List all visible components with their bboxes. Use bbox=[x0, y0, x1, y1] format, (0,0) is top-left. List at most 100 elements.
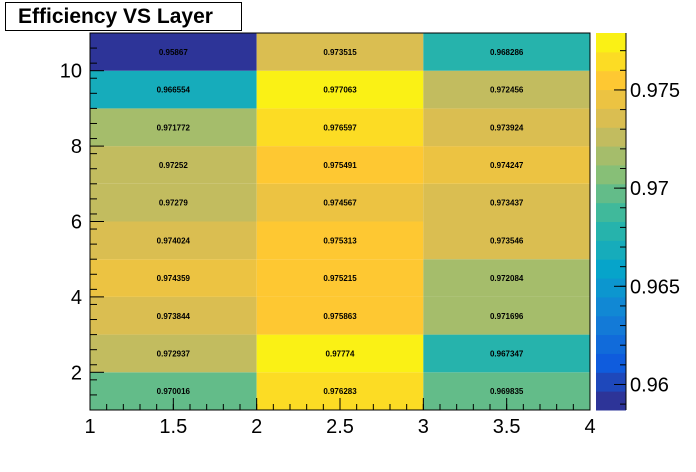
color-bar-segment bbox=[596, 221, 626, 241]
heatmap-cell bbox=[256, 146, 424, 184]
heatmap-cell bbox=[423, 334, 590, 373]
cell-label: 0.975491 bbox=[323, 161, 357, 170]
x-tick-label: 1 bbox=[84, 416, 95, 438]
y-tick-label: 4 bbox=[71, 287, 82, 309]
heatmap-cells bbox=[90, 33, 590, 410]
heatmap-cell bbox=[90, 108, 257, 147]
cell-label: 0.973546 bbox=[490, 236, 524, 245]
cell-label: 0.971696 bbox=[490, 312, 524, 321]
heatmap-cell bbox=[256, 33, 424, 71]
x-tick-label: 2 bbox=[251, 416, 262, 438]
cell-label: 0.97774 bbox=[326, 349, 355, 358]
cell-label: 0.967347 bbox=[490, 349, 524, 358]
cell-label: 0.976283 bbox=[323, 387, 357, 396]
heatmap-cell bbox=[423, 221, 590, 260]
cell-label: 0.95867 bbox=[159, 48, 188, 57]
heatmap-cell bbox=[90, 259, 257, 297]
color-bar-segment bbox=[596, 202, 626, 222]
x-tick-label: 3.5 bbox=[493, 416, 521, 438]
color-bar-segment bbox=[596, 33, 626, 53]
heatmap-cell bbox=[256, 221, 424, 260]
x-axis: 1 1.5 2 2.5 3 3.5 4 bbox=[84, 398, 596, 438]
color-bar-segment bbox=[596, 183, 626, 204]
x-tick-label: 1.5 bbox=[159, 416, 187, 438]
cell-label: 0.975313 bbox=[323, 236, 357, 245]
cell-label: 0.974024 bbox=[157, 236, 191, 245]
color-bar-tick-label: 0.96 bbox=[630, 374, 669, 396]
heatmap-cell bbox=[90, 334, 257, 373]
heatmap-cell bbox=[256, 296, 424, 335]
heatmap-cell bbox=[423, 183, 590, 222]
color-bar-segment bbox=[596, 334, 626, 354]
heatmap-cell bbox=[256, 259, 424, 297]
heatmap-cell bbox=[423, 108, 590, 147]
color-bar: 0.96 0.965 0.97 0.975 bbox=[596, 33, 680, 411]
x-tick-label: 2.5 bbox=[326, 416, 354, 438]
color-bar-segment bbox=[596, 315, 626, 336]
heatmap-cell bbox=[256, 108, 424, 147]
cell-label: 0.975215 bbox=[323, 274, 357, 283]
y-axis: 2 4 6 8 10 bbox=[60, 32, 104, 411]
heatmap-cell bbox=[423, 296, 590, 335]
cell-label: 0.971772 bbox=[157, 123, 191, 132]
cell-label: 0.970016 bbox=[157, 387, 191, 396]
color-bar-segment bbox=[596, 278, 626, 298]
cell-label: 0.973515 bbox=[323, 48, 357, 57]
y-tick-label: 2 bbox=[71, 362, 82, 384]
color-bar-segment bbox=[596, 89, 626, 109]
color-bar-segment bbox=[596, 296, 626, 317]
cell-labels: 0.970016 0.976283 0.969835 0.972937 0.97774 0… bbox=[157, 48, 524, 396]
cell-label: 0.97279 bbox=[159, 199, 188, 208]
cell-label: 0.976597 bbox=[323, 123, 357, 132]
cell-label: 0.977063 bbox=[323, 86, 357, 95]
color-bar-segment bbox=[596, 240, 626, 260]
color-bar-segment bbox=[596, 127, 626, 147]
x-tick-label: 4 bbox=[584, 416, 595, 438]
cell-label: 0.968286 bbox=[490, 48, 524, 57]
heatmap-cell bbox=[90, 221, 257, 260]
color-bar-segment bbox=[596, 70, 626, 91]
x-tick-label: 3 bbox=[418, 416, 429, 438]
cell-label: 0.974567 bbox=[323, 199, 357, 208]
cell-label: 0.972937 bbox=[157, 349, 191, 358]
y-tick-label: 6 bbox=[71, 212, 82, 234]
cell-label: 0.972456 bbox=[490, 86, 524, 95]
heatmap-cell bbox=[423, 70, 590, 109]
heatmap-cell bbox=[423, 259, 590, 297]
heatmap-cell bbox=[90, 183, 257, 222]
cell-label: 0.973844 bbox=[157, 312, 191, 321]
cell-label: 0.966554 bbox=[157, 86, 191, 95]
heatmap-cell bbox=[90, 33, 257, 71]
cell-label: 0.975863 bbox=[323, 312, 357, 321]
color-bar-segment bbox=[596, 259, 626, 279]
heatmap-cell bbox=[423, 146, 590, 184]
color-bar-tick-label: 0.975 bbox=[630, 80, 680, 102]
color-bar-segment bbox=[596, 372, 626, 392]
heatmap-cell bbox=[423, 33, 590, 71]
color-bar-segment bbox=[596, 164, 626, 185]
cell-label: 0.973437 bbox=[490, 199, 524, 208]
color-bar-tick-label: 0.97 bbox=[630, 178, 669, 200]
cell-label: 0.97252 bbox=[159, 161, 188, 170]
heatmap-cell bbox=[256, 70, 424, 109]
color-bar-segment bbox=[596, 108, 626, 128]
cell-label: 0.973924 bbox=[490, 123, 524, 132]
chart-title: Efficiency VS Layer bbox=[5, 2, 242, 31]
color-bar-segment bbox=[596, 353, 626, 373]
cell-label: 0.972084 bbox=[490, 274, 524, 283]
y-tick-label: 8 bbox=[71, 136, 82, 158]
cell-label: 0.974247 bbox=[490, 161, 524, 170]
heatmap-cell bbox=[90, 70, 257, 109]
heatmap-cell bbox=[256, 183, 424, 222]
heatmap-cell bbox=[256, 334, 424, 373]
heatmap-cell bbox=[90, 146, 257, 184]
color-bar-segment bbox=[596, 146, 626, 166]
color-bar-segment bbox=[596, 391, 626, 411]
color-bar-tick-label: 0.965 bbox=[630, 276, 680, 298]
cell-label: 0.969835 bbox=[490, 387, 524, 396]
cell-label: 0.974359 bbox=[157, 274, 191, 283]
heatmap-cell bbox=[90, 296, 257, 335]
color-bar-segment bbox=[596, 51, 626, 72]
y-tick-label: 10 bbox=[60, 61, 82, 83]
